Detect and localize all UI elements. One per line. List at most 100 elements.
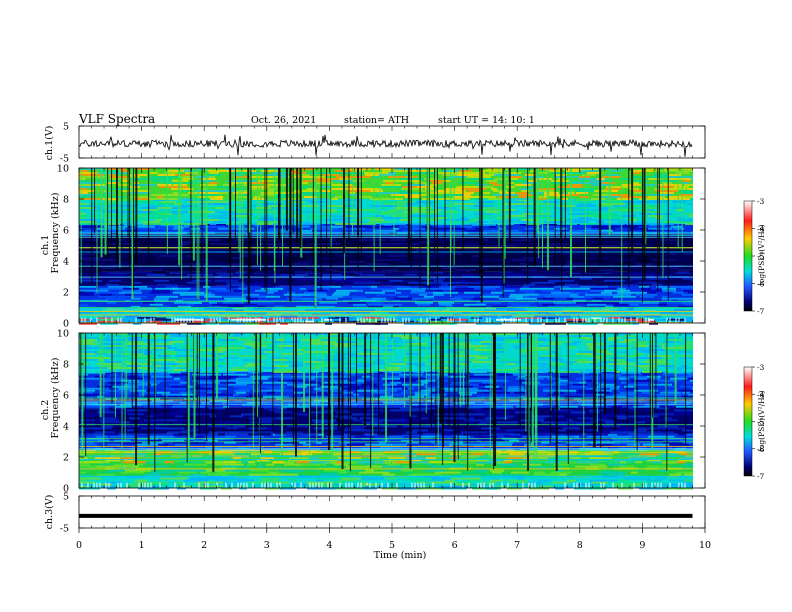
spectral-noise (298, 261, 314, 264)
spectral-noise (133, 198, 149, 200)
spectral-noise (177, 487, 186, 490)
spectral-noise (79, 407, 103, 410)
spectral-noise (345, 361, 376, 363)
spectral-noise (135, 259, 164, 262)
spectral-noise (164, 461, 174, 464)
spectral-noise (434, 279, 443, 282)
spectral-noise (359, 309, 369, 312)
spectral-noise (461, 411, 484, 414)
spectral-noise (666, 257, 691, 260)
spectral-noise (681, 365, 687, 367)
spectral-noise (370, 198, 398, 200)
spectral-noise (470, 371, 487, 373)
spectral-noise (341, 477, 372, 480)
spectral-noise (618, 253, 642, 256)
spectral-noise (480, 473, 503, 476)
spectral-noise (249, 417, 277, 420)
spectral-noise (409, 473, 436, 476)
spectral-noise (481, 363, 501, 365)
spectral-noise (676, 209, 684, 211)
spectral-noise (358, 481, 368, 484)
spectral-noise (685, 213, 693, 215)
spectral-noise (336, 176, 359, 178)
spectral-noise (154, 463, 164, 466)
spectral-noise (582, 174, 595, 176)
spectral-noise (239, 355, 258, 357)
spectral-noise (664, 221, 682, 223)
spectral-noise (682, 293, 693, 296)
spectral-noise (360, 417, 378, 420)
spectral-noise (160, 397, 169, 400)
spectral-noise (246, 291, 255, 294)
spectral-noise (218, 277, 244, 280)
spectral-noise (421, 357, 452, 359)
spectral-noise (302, 180, 332, 182)
spectral-noise (397, 315, 416, 318)
spectral-noise (677, 375, 692, 378)
spectral-noise (537, 297, 554, 300)
spectral-noise (264, 407, 283, 410)
spectral-noise (394, 433, 423, 436)
spectral-noise (559, 333, 588, 335)
spectral-noise (441, 387, 462, 390)
spectral-noise (231, 198, 261, 200)
spectral-noise (281, 253, 308, 256)
spectral-noise (79, 415, 95, 418)
spectral-noise (235, 249, 247, 252)
spectral-noise (534, 473, 560, 476)
spectral-noise (238, 407, 256, 410)
spectral-noise (537, 413, 558, 416)
spectral-noise (683, 441, 693, 444)
spectral-noise (385, 483, 406, 486)
spectral-noise (249, 245, 279, 248)
spectral-noise (165, 172, 178, 174)
spectral-noise (414, 182, 429, 184)
spectral-noise (353, 405, 373, 408)
spectral-noise (401, 469, 413, 472)
spectral-noise (301, 301, 319, 304)
spectral-noise (610, 347, 633, 349)
spectral-noise (389, 209, 408, 211)
spectral-noise (270, 441, 301, 444)
spectral-noise (594, 249, 625, 252)
spectral-noise (280, 469, 305, 472)
spectral-noise (425, 211, 439, 213)
spectral-noise (530, 239, 549, 242)
spectral-noise (542, 225, 573, 228)
spectral-noise (684, 477, 693, 480)
spectral-noise (457, 243, 479, 246)
spectral-noise (635, 341, 654, 343)
spectral-noise (214, 347, 243, 349)
spectral-noise (220, 239, 236, 242)
spectral-noise (624, 397, 644, 400)
spectral-noise (524, 211, 538, 213)
spectral-noise (328, 307, 342, 310)
spectral-noise (149, 235, 165, 238)
spectral-noise (104, 315, 124, 318)
spectral-noise (388, 457, 408, 460)
spectral-noise (316, 182, 333, 184)
spectral-noise (291, 213, 320, 215)
spectral-noise (392, 335, 412, 337)
spectral-noise (625, 279, 651, 282)
spectral-noise (385, 339, 402, 341)
spectral-noise (273, 301, 295, 304)
spectral-noise (345, 249, 351, 252)
spectral-noise (308, 289, 327, 292)
spectral-noise (293, 176, 318, 178)
spectral-noise (180, 293, 211, 296)
spectral-noise (139, 349, 149, 351)
spectral-noise (182, 347, 198, 349)
spectral-noise (476, 457, 489, 460)
spectral-noise (300, 287, 306, 290)
spectral-noise (593, 391, 610, 394)
spectral-noise (444, 333, 468, 335)
spectral-noise (692, 297, 693, 300)
spectral-noise (411, 415, 417, 418)
spectral-noise (224, 357, 238, 359)
spectral-noise (402, 387, 408, 390)
spectral-noise (190, 413, 221, 416)
spectral-noise (155, 257, 175, 260)
spectral-noise (660, 391, 681, 394)
spectral-noise (139, 213, 166, 215)
